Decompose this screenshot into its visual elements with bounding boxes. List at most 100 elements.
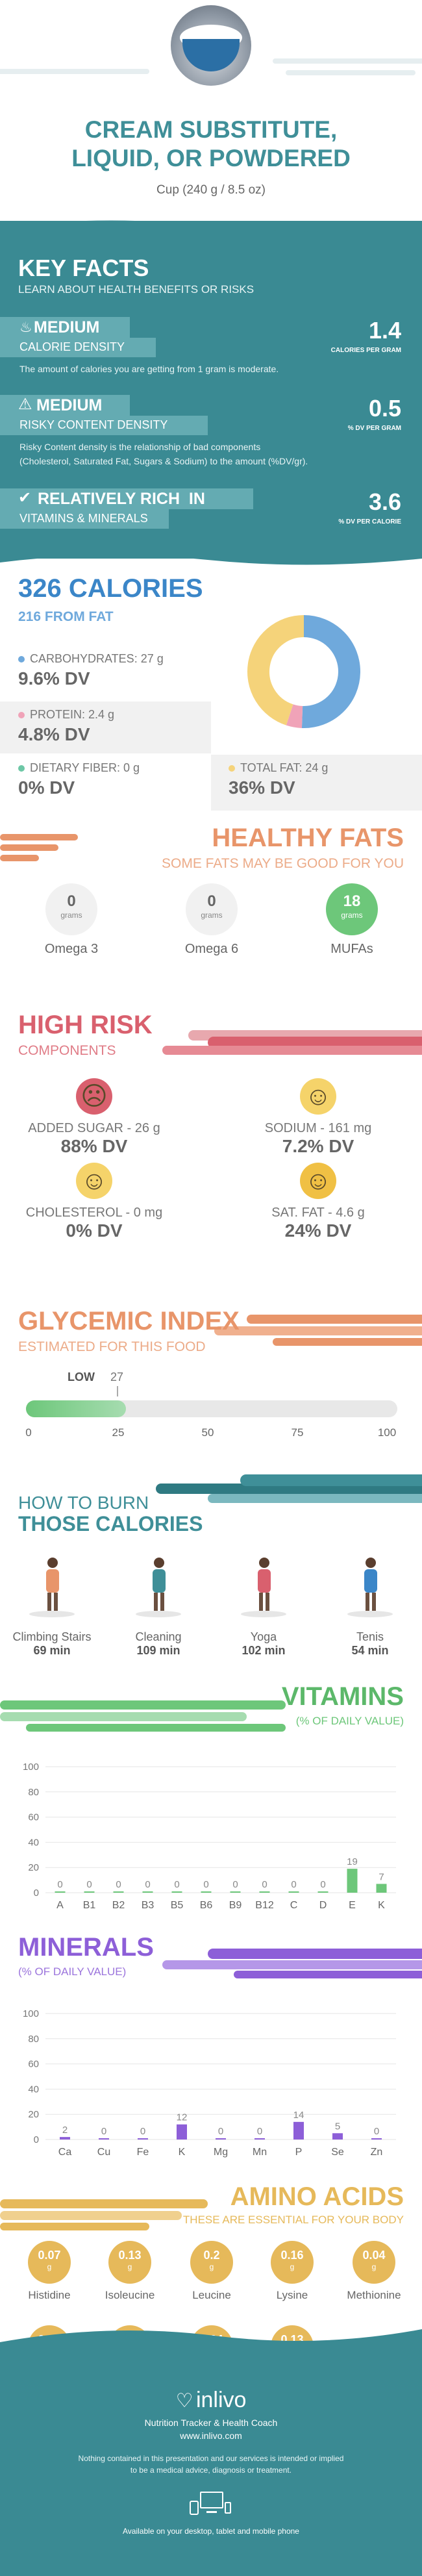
carbs-dot <box>18 656 25 663</box>
amino-value: 0.13 <box>118 2249 142 2262</box>
bar-B3 <box>142 1891 153 1893</box>
protein-label: PROTEIN: 2.4 g <box>30 708 115 721</box>
sad-face-icon: ☹ <box>76 1078 112 1115</box>
amino-title: AMINO ACIDS <box>230 2182 404 2211</box>
burn-time: 109 min <box>136 1644 180 1657</box>
x-tick: D <box>319 1900 327 1911</box>
high-risk-list: ☹ ADDED SUGAR - 26 g 88% DV ☺ SODIUM - 161 m… <box>0 1078 422 1241</box>
footer-available: Available on your desktop, tablet and mo… <box>123 2527 299 2536</box>
amino-label: Methionine <box>347 2289 401 2301</box>
glycemic-fill <box>26 1400 127 1417</box>
healthy-fats-list: 0 grams Omega 3 0 grams Omega 6 18 grams MUFAs <box>0 883 422 968</box>
risk-label: ADDED SUGAR - 26 g <box>28 1121 160 1135</box>
footer-disclaimer-2: to be a medical advice, diagnosis or tre… <box>130 2466 292 2475</box>
bar-K <box>376 1884 387 1893</box>
fat-label: Omega 3 <box>44 942 99 956</box>
fat-unit: grams <box>60 911 82 920</box>
risk-dv: 0% DV <box>66 1220 123 1241</box>
burn-label: Tenis <box>356 1630 384 1643</box>
warning-icon: ⚠ <box>18 396 32 413</box>
glycemic-level: LOW <box>68 1370 95 1383</box>
y-tick: 0 <box>34 1888 39 1899</box>
x-tick: B1 <box>83 1900 96 1911</box>
bar-value-label: 0 <box>140 2126 145 2137</box>
footer-brand: inlivo <box>195 2388 247 2412</box>
y-tick: 60 <box>28 2059 39 2070</box>
amino-subtitle: THESE ARE ESSENTIAL FOR YOUR BODY <box>182 2214 404 2226</box>
fat-label: MUFAs <box>330 942 373 956</box>
fat-label: TOTAL FAT: 24 g <box>240 761 329 774</box>
fiber-dot <box>18 765 25 772</box>
bar-B6 <box>201 1891 212 1893</box>
x-tick: B6 <box>200 1900 213 1911</box>
product-image <box>171 5 251 86</box>
risk-dv: 7.2% DV <box>282 1136 354 1156</box>
glycemic-subtitle: ESTIMATED FOR THIS FOOD <box>18 1339 206 1354</box>
bar-value-label: 0 <box>174 1879 179 1890</box>
footer-wave <box>0 2329 422 2349</box>
minerals-chart: 100 80 60 40 20 0 2 Ca 0 Cu 0 Fe 12 K 0 Mg 0 Mn 14 P 5 Se 0 Zn <box>23 2008 396 2158</box>
fat-value: 0 <box>207 892 216 910</box>
bar-value-label: 0 <box>232 1879 238 1890</box>
x-tick: P <box>295 2147 303 2158</box>
risk-item: ☺ SAT. FAT - 4.6 g 24% DV <box>234 1163 403 1241</box>
x-tick: Ca <box>58 2147 72 2158</box>
risk-dv: 24% DV <box>284 1220 352 1241</box>
burn-title-1: HOW TO BURN <box>18 1493 149 1513</box>
amino-value: 0.16 <box>280 2249 304 2262</box>
bar-Ca <box>60 2137 70 2140</box>
bar-value-label: 0 <box>257 2126 262 2137</box>
smile-face-icon: ☺ <box>76 1163 112 1199</box>
fat-block: TOTAL FAT: 24 g 36% DV <box>229 761 328 798</box>
footer-disclaimer-1: Nothing contained in this presentation a… <box>78 2454 344 2463</box>
donut-slice-protein <box>286 704 303 728</box>
amino-item: 0.04 g Methionine <box>332 2241 416 2302</box>
healthy-fats-subtitle: SOME FATS MAY BE GOOD FOR YOU <box>161 856 404 871</box>
x-tick: K <box>378 1900 385 1911</box>
burn-list: Climbing Stairs 69 min Cleaning 109 min Yoga… <box>0 1552 422 1663</box>
bar-value-label: 0 <box>116 1879 121 1890</box>
bar-value-label: 0 <box>145 1879 150 1890</box>
glycemic-ticks: 0 25 50 75 100 <box>0 1426 422 1442</box>
amino-item: 0.13 g Isoleucine <box>88 2241 172 2302</box>
bar-B9 <box>230 1891 241 1893</box>
fat-circle: 0 grams <box>45 883 97 935</box>
fat-unit: grams <box>201 911 223 920</box>
fat-circle: 18 grams <box>326 883 378 935</box>
risk-label: CHOLESTEROL - 0 mg <box>25 1206 163 1220</box>
amino-label: Isoleucine <box>105 2289 155 2301</box>
protein-dot <box>18 712 25 718</box>
bar-value-label: 0 <box>291 1879 296 1890</box>
bar-Zn <box>371 2138 382 2140</box>
bar-value-label: 12 <box>177 2112 188 2123</box>
bar-value-label: 19 <box>347 1856 358 1867</box>
yoga-icon <box>234 1552 293 1617</box>
calorie-density-value: 1.4 <box>368 317 401 344</box>
amino-label: Leucine <box>192 2289 231 2301</box>
x-tick: E <box>349 1900 356 1911</box>
y-tick: 100 <box>23 2008 39 2019</box>
carbs-block: CARBOHYDRATES: 27 g 9.6% DV <box>18 652 164 689</box>
bar-value-label: 0 <box>57 1879 62 1890</box>
amino-item: 0.16 g Lysine <box>250 2241 334 2302</box>
serving-size: Cup (240 g / 8.5 oz) <box>156 183 266 197</box>
bar-B2 <box>113 1891 124 1893</box>
burn-label: Climbing Stairs <box>12 1630 92 1643</box>
amino-unit: g <box>127 2262 132 2271</box>
bar-value-label: 0 <box>374 2126 379 2137</box>
amino-circle: 0.16 g <box>271 2241 314 2284</box>
x-tick: B2 <box>112 1900 125 1911</box>
glycemic-tick: 0 <box>25 1426 32 1439</box>
fat-label: Omega 6 <box>184 942 239 956</box>
bar-value-label: 5 <box>335 2121 340 2132</box>
smile-face-icon: ☺ <box>300 1163 336 1199</box>
y-tick: 0 <box>34 2134 39 2145</box>
bar-P <box>293 2121 304 2140</box>
footer-url[interactable]: www.inlivo.com <box>180 2431 242 2441</box>
fat-dv: 36% DV <box>229 777 295 798</box>
fat-dot <box>229 765 235 772</box>
x-tick: Zn <box>371 2147 383 2158</box>
x-tick: Mn <box>253 2147 267 2158</box>
bar-Mg <box>216 2138 226 2140</box>
